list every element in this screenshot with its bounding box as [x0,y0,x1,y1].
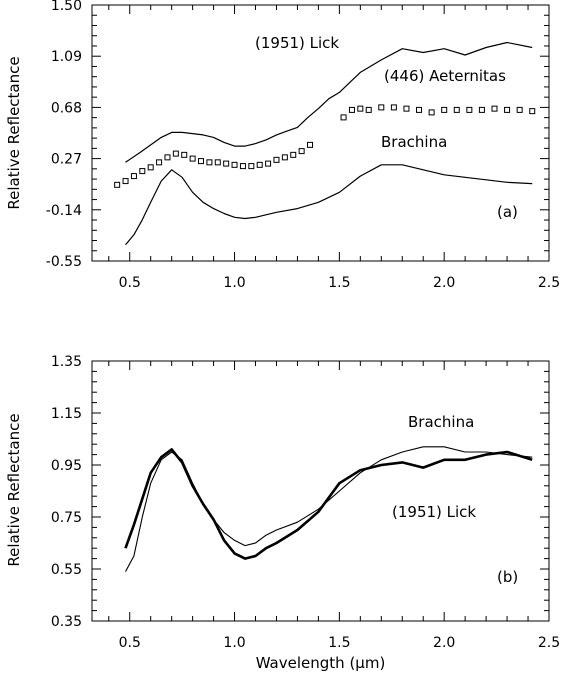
x-tick-label: 2.5 [538,275,560,291]
data-point [189,155,196,162]
y-tick-label: 1.35 [51,354,82,370]
data-point [290,151,297,158]
data-point [516,106,523,113]
series-line [125,41,533,163]
data-point [231,161,238,168]
data-point [130,173,137,180]
series-line [125,164,533,246]
plot-frame [91,360,550,622]
data-point [114,181,121,188]
data-point [265,160,272,167]
x-tick-label: 1.5 [328,275,350,291]
x-tick-label: 2.0 [433,635,455,651]
data-point [428,109,435,116]
y-tick-label: 0.27 [51,152,82,168]
data-point [248,163,255,170]
x-tick-label: 0.5 [119,275,141,291]
series-annotation: Brachina [381,133,447,151]
data-point [529,108,536,115]
data-point [416,106,423,113]
y-tick-label: -0.14 [46,203,82,219]
series-line [125,446,533,572]
panel-a: 0.5 1.0 1.5 2.0 2.5 -0.55 -0.14 0.27 0.68 1.09 1.5… [5,0,560,291]
data-point [198,158,205,165]
series-annotation: Brachina [408,413,474,431]
x-tick-label: 1.5 [328,635,350,651]
data-point [378,104,385,111]
y-tick-label: 0.55 [51,562,82,578]
y-tick-label: 0.95 [51,458,82,474]
data-point [147,164,154,171]
data-point [206,159,213,166]
series-annotation: (446) Aeternitas [384,67,506,85]
data-point [156,159,163,166]
plot-frame [91,4,550,262]
y-axis-label: Relative Reflectance [5,56,23,209]
y-tick-label: 1.09 [51,49,82,65]
x-tick-label: 2.5 [538,635,560,651]
data-point [491,105,498,112]
y-tick-label: 0.68 [51,100,82,116]
data-point [256,161,263,168]
y-tick-label: 0.75 [51,510,82,526]
data-point [390,104,397,111]
y-tick-label: 1.50 [51,0,82,14]
x-axis-label: Wavelength (μm) [256,654,386,672]
data-point [466,106,473,113]
data-point [365,106,372,113]
data-point [281,154,288,161]
series-markers [114,104,536,188]
data-point [478,106,485,113]
series-annotation: (1951) Lick [392,503,476,521]
series-line [124,448,533,560]
data-point [340,114,347,121]
y-tick-label: 0.35 [51,614,82,630]
panel-b: 0.5 1.0 1.5 2.0 2.5 0.35 0.55 0.75 0.95 1.15 1.35 R… [5,354,560,672]
x-tick-label: 1.0 [223,275,245,291]
x-tick-label: 0.5 [119,635,141,651]
data-point [214,159,221,166]
data-point [453,106,460,113]
data-point [164,154,171,161]
data-point [357,105,364,112]
data-point [403,105,410,112]
y-tick-label: 1.15 [51,406,82,422]
x-tick-label: 2.0 [433,275,455,291]
series-annotation: (1951) Lick [255,34,339,52]
data-point [307,141,314,148]
data-point [122,178,129,185]
data-point [441,106,448,113]
y-axis-label: Relative Reflectance [5,413,23,566]
data-point [298,148,305,155]
data-point [172,150,179,157]
x-tick-label: 1.0 [223,635,245,651]
data-point [504,106,511,113]
panel-label: (b) [497,568,518,586]
data-point [239,163,246,170]
data-point [348,106,355,113]
y-tick-label: -0.55 [46,254,82,270]
data-point [273,156,280,163]
data-point [139,168,146,175]
data-point [181,151,188,158]
panel-label: (a) [497,203,518,221]
data-point [223,160,230,167]
